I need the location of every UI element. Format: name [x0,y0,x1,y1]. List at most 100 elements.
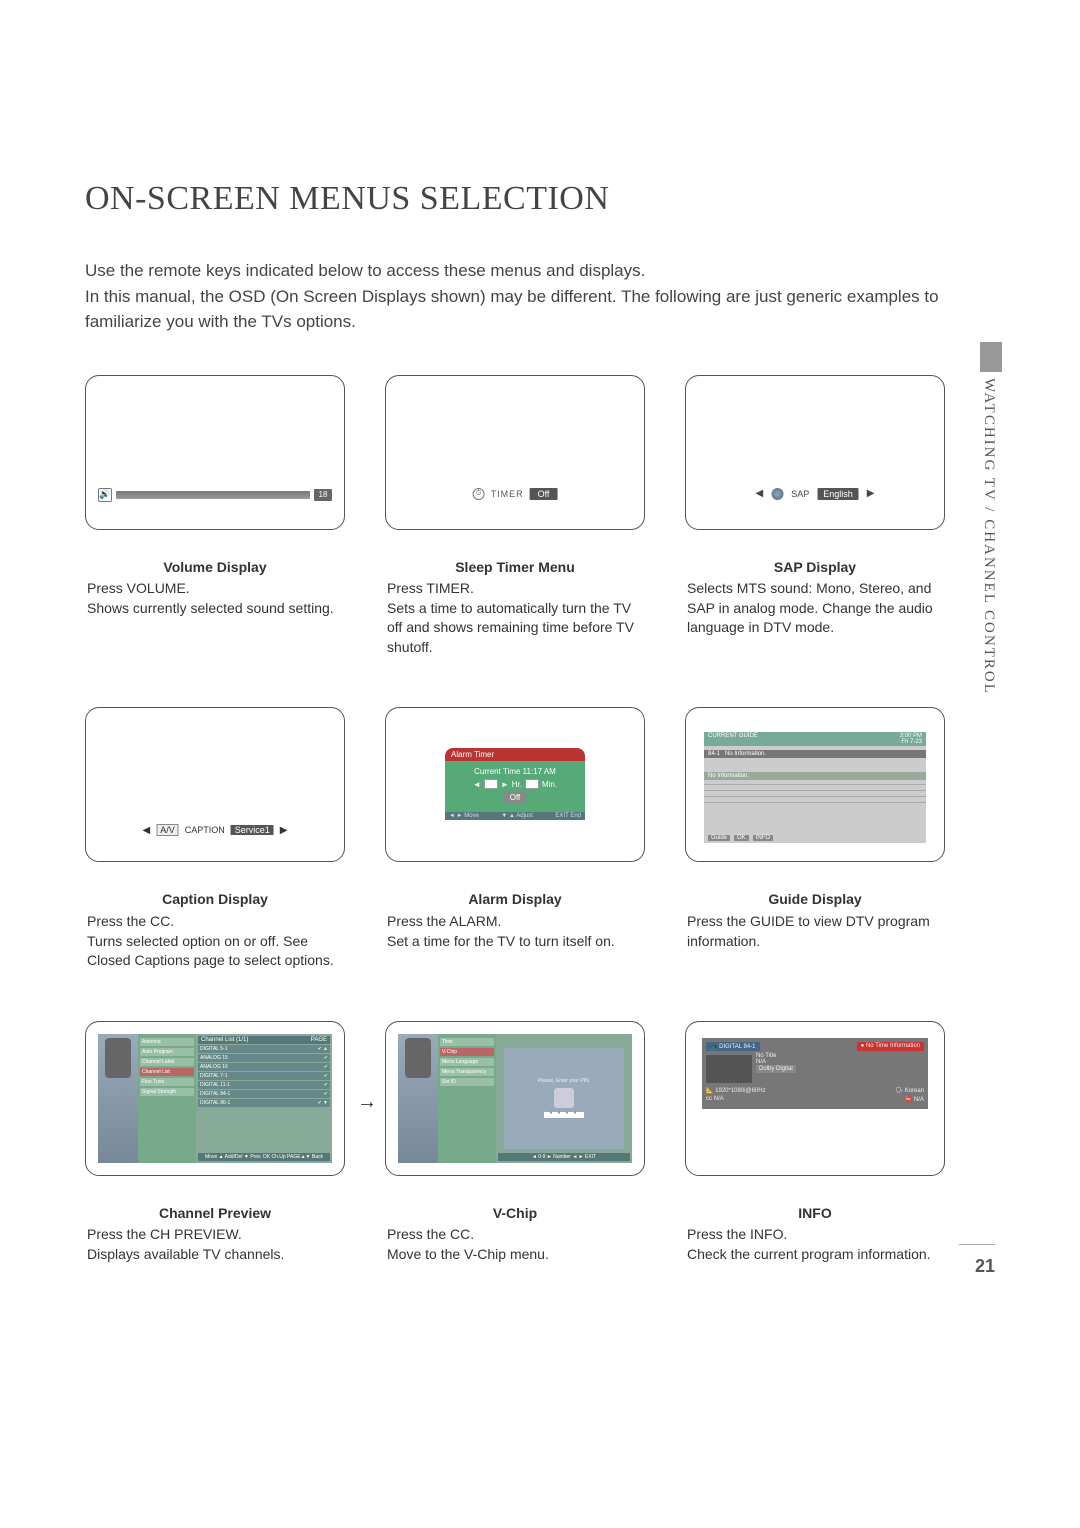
timer-cell: ⏱ TIMER Off Sleep Timer Menu Press TIMER… [385,375,645,658]
channel-foot: Move ▲ Add/Del ▼ Prev. OK Ch.Up PAGE▲▼ B… [198,1153,330,1161]
volume-screen: 🔊 18 [85,375,345,530]
menu-item: Menu Transparency [440,1068,494,1076]
vchip-title: V-Chip [387,1204,643,1224]
side-tab-label: WATCHING TV / CHANNEL CONTROL [980,378,997,695]
channel-title: Channel Preview [87,1204,343,1224]
alarm-hr-label: Hr. [512,780,522,789]
menu-item: Signal Strength [140,1088,194,1096]
guide-noinfo2: No Information. [704,772,926,780]
timer-title: Sleep Timer Menu [387,558,643,578]
menu-item: Channel List [140,1068,194,1076]
info-cell: 📺 DIGITAL 84-1 ● No Time Information No … [685,1021,945,1265]
guide-screen: CURRENT GUIDE 3:00 PM Fri 7-23 84-1 No I… [685,707,945,862]
info-lang: Korean [905,1088,924,1094]
timer-label: TIMER [491,489,524,499]
volume-track [116,491,310,499]
vchip-menu: Time V-Chip Menu Language Menu Transpare… [438,1034,496,1163]
info-notime: ● No Time Information [857,1042,924,1051]
menu-item: Fine Tune [140,1078,194,1086]
list-item: DIGITAL 86-1 [200,1100,230,1106]
caption-screen: ◀ A/V CAPTION Service1 ▶ [85,707,345,862]
list-item: ANALOG 16 [200,1064,228,1070]
caption-cell: ◀ A/V CAPTION Service1 ▶ Caption Display… [85,707,345,970]
remote-icon [405,1038,431,1078]
caption-mode: A/V [156,824,179,836]
intro-text: Use the remote keys indicated below to a… [85,258,955,335]
left-arrow-icon: ◀ [143,825,151,836]
menu-item: Channel Label [140,1058,194,1066]
info-res: 1920*1080i@60Hz [715,1088,765,1094]
caption-label: CAPTION [185,825,225,835]
guide-btn: OK [734,835,749,841]
timer-value: Off [530,488,558,500]
list-item: DIGITAL 5-1 [200,1046,228,1052]
caption-title: Caption Display [87,890,343,910]
guide-time: 3:00 PM Fri 7-23 [900,733,922,745]
vchip-foot: ◄ 0-9 ► Number ◄ ► EXIT [498,1153,630,1161]
list-item: ANALOG 15 [200,1055,228,1061]
menu-item: Auto Program [140,1048,194,1056]
volume-cell: 🔊 18 Volume Display Press VOLUME. Shows … [85,375,345,658]
vchip-desc: Press the CC. Move to the V-Chip menu. [387,1226,549,1262]
right-arrow-icon: ▶ [867,488,875,499]
page-title: ON-SCREEN MENUS SELECTION [85,180,995,218]
timer-desc: Press TIMER. Sets a time to automaticall… [387,580,634,655]
alarm-off: Off [504,792,527,803]
info-screen: 📺 DIGITAL 84-1 ● No Time Information No … [685,1021,945,1176]
info-dolby: Dolby Digital [756,1065,796,1073]
side-tab-block [980,342,1002,372]
guide-desc: Press the GUIDE to view DTV program info… [687,913,930,949]
right-arrow-icon: ▶ [280,825,288,836]
menu-item: Set ID [440,1078,494,1086]
alarm-hr-box [484,779,498,789]
page-number: 21 [975,1256,995,1277]
list-item: DIGITAL 84-1 [200,1091,230,1097]
volume-title: Volume Display [87,558,343,578]
channel-menu: Antenna Auto Program Channel Label Chann… [138,1034,196,1163]
sap-desc: Selects MTS sound: Mono, Stereo, and SAP… [687,580,933,635]
caption-desc: Press the CC. Turns selected option on o… [87,913,334,968]
remote-icon [105,1038,131,1078]
globe-icon [771,488,783,500]
info-na2: N/A [714,1096,724,1102]
sap-screen: ◀ SAP English ▶ [685,375,945,530]
alarm-screen: Alarm Timer Current Time 11:17 AM ◄ ► Hr… [385,707,645,862]
list-item: DIGITAL 7-1 [200,1073,228,1079]
clock-icon: ⏱ [473,488,485,500]
info-ch: 📺 DIGITAL 84-1 [706,1042,760,1051]
alarm-foot-m: ▼ ▲ Adjust [501,813,533,819]
menu-item: Time [440,1038,494,1046]
volume-desc: Press VOLUME. Shows currently selected s… [87,580,334,616]
alarm-cell: Alarm Timer Current Time 11:17 AM ◄ ► Hr… [385,707,645,970]
info-title: INFO [687,1204,943,1224]
list-hdr: Channel List (1/1) [201,1037,248,1043]
lock-icon [554,1088,574,1108]
alarm-min-label: Min. [542,780,557,789]
alarm-foot-r: EXIT End [555,813,581,819]
alarm-current-time: Current Time 11:17 AM [451,767,579,776]
sap-cell: ◀ SAP English ▶ SAP Display Selects MTS … [685,375,945,658]
list-item: DIGITAL 11-1 [200,1082,230,1088]
menu-item: V-Chip [440,1048,494,1056]
arrow-right-icon: → [357,1091,377,1114]
volume-level: 18 [314,489,332,501]
left-arrow-icon: ◄ [473,780,481,789]
alarm-foot-l: ◄ ► Move [449,813,479,819]
sap-title: SAP Display [687,558,943,578]
alarm-title: Alarm Display [387,890,643,910]
info-na3: N/A [914,1097,924,1103]
timer-screen: ⏱ TIMER Off [385,375,645,530]
sap-label: SAP [791,489,809,499]
menu-item: Antenna [140,1038,194,1046]
info-thumb [706,1055,752,1083]
side-tab: WATCHING TV / CHANNEL CONTROL [980,342,1002,695]
left-arrow-icon: ◀ [756,488,764,499]
vchip-msg: Please, Enter your PIN. [538,1078,590,1084]
info-desc: Press the INFO. Check the current progra… [687,1226,931,1262]
guide-title: Guide Display [687,890,943,910]
alarm-min-box [525,779,539,789]
guide-noinfo1: No Information. [725,751,766,757]
sap-value: English [817,488,859,500]
guide-hdr: CURRENT GUIDE [708,733,758,745]
vchip-screen: Time V-Chip Menu Language Menu Transpare… [385,1021,645,1176]
